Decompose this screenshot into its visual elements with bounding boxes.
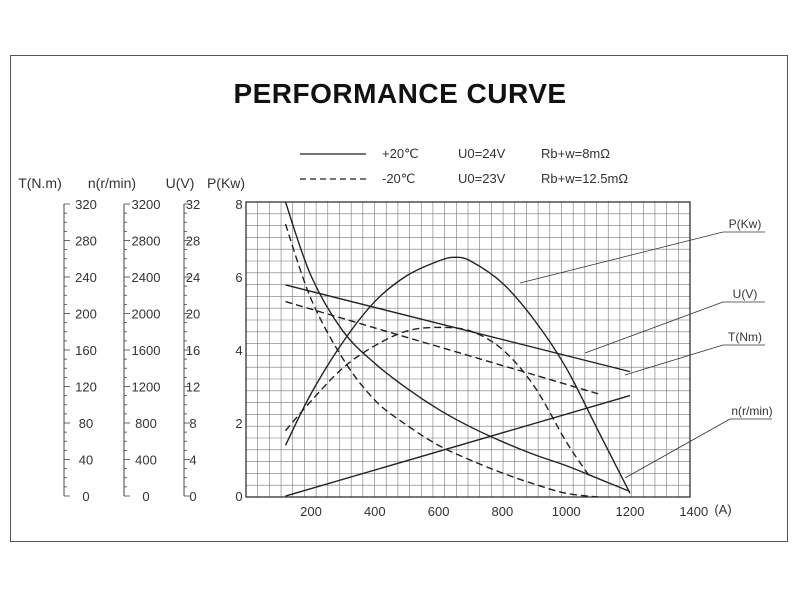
scale-tick-label: 4 <box>235 343 242 358</box>
scale-tick-label: 2 <box>235 416 242 431</box>
series-line-p <box>284 256 631 494</box>
x-tick-label: 1400 <box>679 504 708 519</box>
x-tick-label: 600 <box>428 504 450 519</box>
scale-tick-label: 200 <box>75 307 97 322</box>
scale-tick-label: 400 <box>135 453 157 468</box>
series-line-n <box>284 201 631 493</box>
curve-label: n(r/min) <box>731 404 772 418</box>
scale-tick-label: 4 <box>189 453 196 468</box>
x-tick-label: 800 <box>492 504 514 519</box>
series-line-u <box>285 284 631 373</box>
x-tick-label: 200 <box>300 504 322 519</box>
scale-tick-label: 80 <box>79 416 93 431</box>
series-line-p <box>284 326 590 476</box>
scale-tick-label: 120 <box>75 380 97 395</box>
scale-label: U(V) <box>166 175 195 191</box>
x-tick-label: 400 <box>364 504 386 519</box>
scale-tick-label: 8 <box>189 416 196 431</box>
curve-label: P(Kw) <box>729 217 762 231</box>
series-line-t <box>285 394 631 497</box>
plot-border <box>245 201 691 498</box>
x-tick-label: 1000 <box>552 504 581 519</box>
scale-tick-label: 0 <box>142 489 149 504</box>
scale-tick-label: 16 <box>186 343 200 358</box>
scale-tick-label: 280 <box>75 234 97 249</box>
scale-tick-label: 3200 <box>132 197 161 212</box>
chart-frame <box>10 55 788 542</box>
scale-tick-label: 240 <box>75 270 97 285</box>
callout-leader <box>624 418 731 479</box>
legend-resistance: Rb+w=12.5mΩ <box>541 171 628 186</box>
chart-title: PERFORMANCE CURVE <box>233 78 567 109</box>
legend-voltage: U0=23V <box>458 171 506 186</box>
legend-temp: +20℃ <box>382 146 419 161</box>
callout-leader <box>519 231 724 284</box>
scale-tick-label: 1200 <box>132 380 161 395</box>
scale-label: n(r/min) <box>88 175 136 191</box>
scale-tick-label: 2400 <box>132 270 161 285</box>
curve-label: U(V) <box>733 287 758 301</box>
callout-leader <box>624 344 724 376</box>
legend-resistance: Rb+w=8mΩ <box>541 146 610 161</box>
series-line-n <box>284 223 599 498</box>
legend-voltage: U0=24V <box>458 146 506 161</box>
x-tick-label: 1200 <box>616 504 645 519</box>
scale-tick-label: 0 <box>189 489 196 504</box>
scale-tick-label: 40 <box>79 453 93 468</box>
scale-tick-label: 0 <box>82 489 89 504</box>
curve-label: T(Nm) <box>728 330 762 344</box>
scale-tick-label: 8 <box>235 197 242 212</box>
scale-tick-label: 320 <box>75 197 97 212</box>
scale-tick-label: 2000 <box>132 307 161 322</box>
legend-temp: -20℃ <box>382 171 415 186</box>
scale-tick-label: 800 <box>135 416 157 431</box>
scale-tick-label: 160 <box>75 343 97 358</box>
scale-tick-label: 2800 <box>132 234 161 249</box>
x-axis-label: (A) <box>714 502 731 517</box>
scale-tick-label: 0 <box>235 489 242 504</box>
scale-tick-label: 6 <box>235 270 242 285</box>
scale-tick-label: 12 <box>186 380 200 395</box>
scale-tick-label: 1600 <box>132 343 161 358</box>
scale-tick-label: 28 <box>186 234 200 249</box>
scale-tick-label: 20 <box>186 307 200 322</box>
grid <box>245 201 691 498</box>
scale-label: T(N.m) <box>18 175 62 191</box>
scale-tick-label: 24 <box>186 270 200 285</box>
callout-leader <box>584 301 724 354</box>
scale-label: P(Kw) <box>207 175 245 191</box>
scale-tick-label: 32 <box>186 197 200 212</box>
